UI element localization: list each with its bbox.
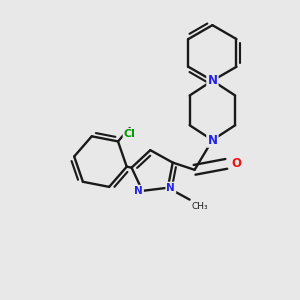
Text: N: N	[207, 74, 218, 87]
Text: N: N	[134, 186, 143, 196]
Text: CH₃: CH₃	[192, 202, 208, 211]
Text: N: N	[207, 134, 218, 147]
Text: Cl: Cl	[124, 129, 136, 139]
Text: N: N	[167, 183, 175, 193]
Text: O: O	[231, 158, 241, 170]
